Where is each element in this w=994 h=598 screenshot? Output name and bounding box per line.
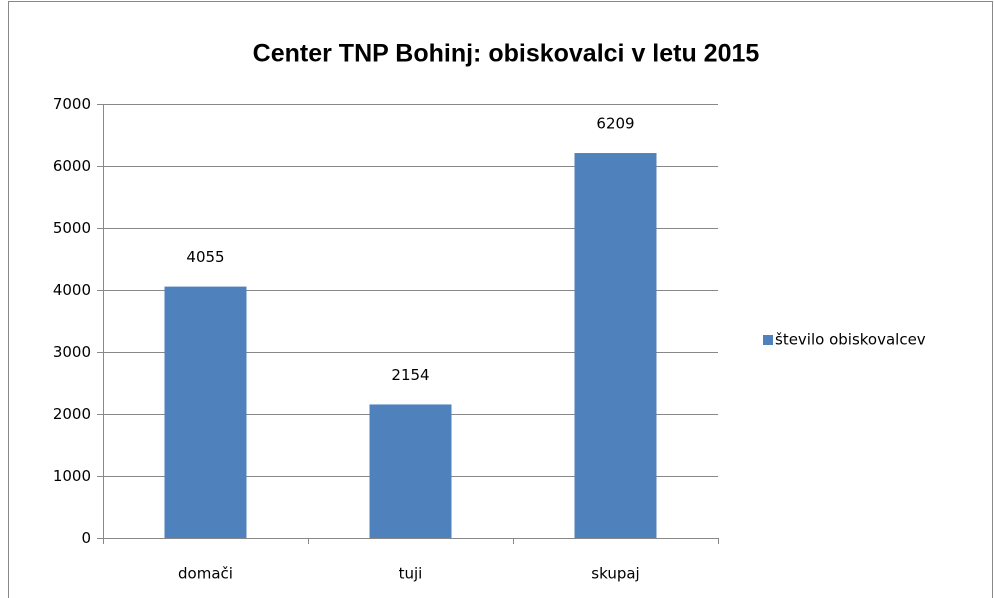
x-tick-label: tuji	[399, 565, 423, 583]
chart-title: Center TNP Bohinj: obiskovalci v letu 20…	[253, 40, 760, 68]
y-tick-label: 3000	[53, 343, 91, 361]
y-tick-label: 5000	[53, 219, 91, 237]
y-tick-label: 6000	[53, 157, 91, 175]
y-tick-label: 2000	[53, 405, 91, 423]
y-tick-label: 4000	[53, 281, 91, 299]
y-tick-label: 0	[81, 529, 91, 547]
y-tick-label: 1000	[53, 467, 91, 485]
bar	[369, 404, 452, 538]
bar	[574, 153, 657, 539]
x-tick-label: skupaj	[591, 565, 639, 583]
data-label: 2154	[391, 366, 429, 384]
bar	[164, 286, 247, 538]
x-tick-label: domači	[178, 565, 233, 583]
legend-label: število obiskovalcev	[775, 331, 926, 349]
y-tick-label: 7000	[53, 95, 91, 113]
chart-border	[8, 1, 993, 598]
legend-swatch	[763, 335, 773, 345]
data-label: 4055	[186, 248, 224, 266]
data-label: 6209	[596, 115, 634, 133]
